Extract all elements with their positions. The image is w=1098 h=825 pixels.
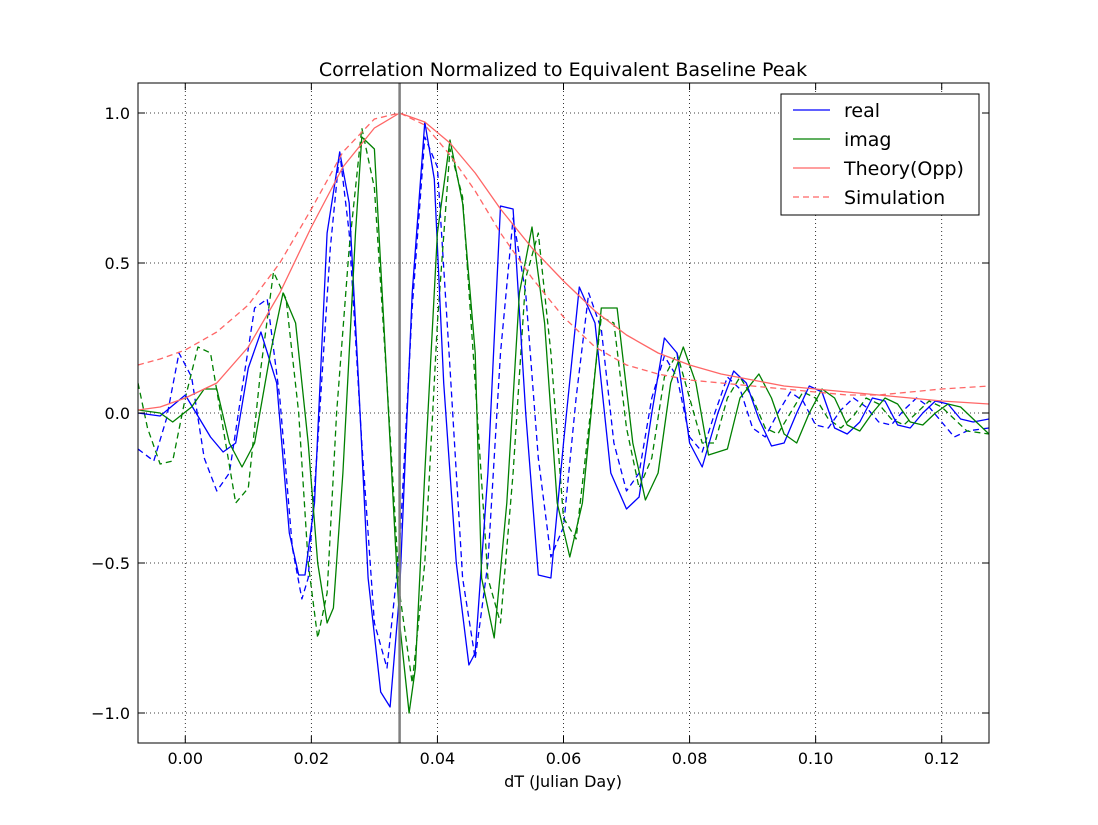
legend-items: real imag Theory(Opp) Simulation	[793, 100, 964, 209]
legend-label: real	[844, 100, 880, 122]
series-line-imag-simulation	[138, 127, 989, 684]
x-tick-label: 0.00	[167, 749, 203, 768]
y-tick-label: 1.0	[105, 104, 130, 123]
series-line-theory-opp	[138, 112, 989, 411]
y-tick-label: −0.5	[91, 554, 130, 573]
x-tick-label: 0.04	[420, 749, 456, 768]
series-line-imag	[138, 136, 989, 714]
y-tick-label: −1.0	[91, 704, 130, 723]
x-tick-label: 0.06	[546, 749, 582, 768]
series-layer	[138, 112, 989, 714]
y-tick-label: 0.5	[105, 254, 130, 273]
chart-title: Correlation Normalized to Equivalent Bas…	[319, 59, 807, 81]
axis-ticks: 0.00 0.02 0.04 0.06 0.08 0.10 0.12 −1.0 −0.5 0.0 0…	[91, 83, 989, 768]
legend-label: imag	[844, 129, 892, 151]
series-line-simulation	[138, 112, 989, 396]
x-tick-label: 0.08	[672, 749, 708, 768]
legend-label: Theory(Opp)	[843, 158, 964, 180]
series-line-real	[138, 121, 989, 708]
legend-label: Simulation	[844, 187, 945, 209]
legend: real imag Theory(Opp) Simulation	[780, 93, 980, 216]
x-tick-label: 0.02	[294, 749, 330, 768]
x-tick-label: 0.10	[798, 749, 834, 768]
x-tick-label: 0.12	[924, 749, 960, 768]
y-tick-label: 0.0	[105, 404, 130, 423]
x-axis-label: dT (Julian Day)	[504, 772, 622, 791]
series-line-real-simulation	[138, 136, 989, 669]
legend-box	[780, 93, 980, 216]
